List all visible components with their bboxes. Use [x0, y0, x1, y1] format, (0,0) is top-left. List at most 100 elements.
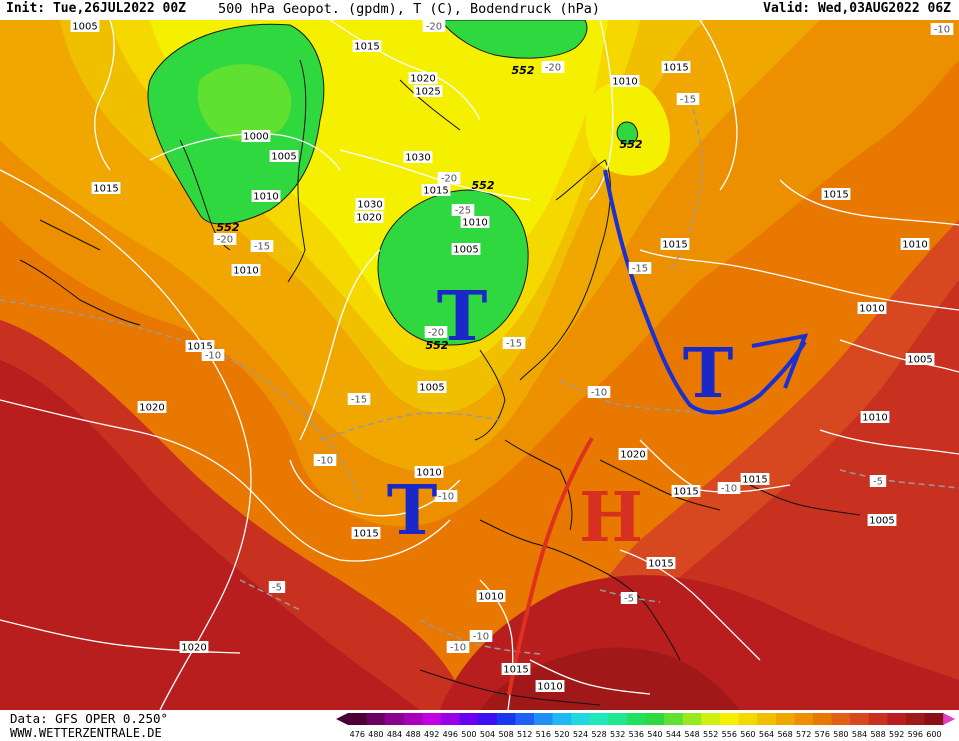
pressure-label-box: [414, 466, 444, 478]
temperature-label-box: [250, 240, 274, 252]
color-legend: 476 480 484 488 492 496 500 504 508 512 516 520 524 5…: [336, 713, 956, 739]
pressure-label-text: 1015: [423, 186, 448, 197]
pressure-label-box: [905, 353, 935, 365]
init-time: Init: Tue,26JUL2022 00Z: [6, 1, 187, 16]
ridge-line: [507, 437, 594, 696]
geopotential-label: 552: [620, 138, 643, 151]
pressure-label-box: [354, 211, 384, 223]
legend-swatch: [868, 713, 888, 725]
legend-tick-label: 560: [740, 730, 755, 739]
field-592-southwest: [0, 360, 420, 710]
pressure-label-box: [501, 663, 531, 675]
legend-arrow-left: [336, 713, 348, 725]
legend-tick-label: 544: [666, 730, 681, 739]
temperature-label: -10: [469, 630, 493, 643]
legend-swatch: [348, 713, 368, 725]
temperature-label-text: -25: [455, 206, 471, 217]
legend-swatch: [645, 713, 665, 725]
temperature-label: -10: [313, 454, 337, 467]
legend-tick-label: 496: [443, 730, 458, 739]
low-pressure-symbol: T: [437, 277, 488, 357]
temperature-label: -20: [424, 326, 448, 339]
field-540-greenland-core: [197, 64, 292, 142]
pressure-label-box: [403, 151, 433, 163]
pressure-label: 1010: [857, 302, 887, 315]
temperature-label-text: -20: [217, 235, 233, 246]
legend-swatch: [813, 713, 833, 725]
legend-swatch: [403, 713, 423, 725]
temperature-label-box: [213, 233, 237, 245]
temperature-label-text: -5: [873, 477, 883, 488]
temperature-label-box: [424, 326, 448, 338]
pressure-label-box: [740, 473, 770, 485]
temperature-label-text: -10: [934, 25, 950, 36]
legend-swatch: [850, 713, 870, 725]
legend-tick-label: 552: [703, 730, 718, 739]
legend-tick-label: 500: [461, 730, 476, 739]
pressure-label-text: 1015: [187, 342, 212, 353]
pressure-label-box: [70, 20, 100, 32]
low-pressure-symbol: T: [387, 471, 438, 551]
legend-swatch: [831, 713, 851, 725]
pressure-label-text: 1005: [869, 516, 894, 527]
legend-swatch: [627, 713, 647, 725]
legend-swatch: [608, 713, 628, 725]
pressure-label-box: [860, 411, 890, 423]
temperature-label-box: [587, 386, 611, 398]
pressure-label-box: [417, 381, 447, 393]
source-url: WWW.WETTERZENTRALE.DE: [10, 726, 162, 740]
temperature-label: -20: [422, 20, 446, 33]
map-title: 500 hPa Geopot. (gpdm), T (C), Bodendruc…: [218, 1, 601, 17]
field-548-kola: [616, 121, 639, 145]
temperature-label: -10: [587, 386, 611, 399]
pressure-label-text: 1020: [356, 213, 381, 224]
legend-swatch: [720, 713, 740, 725]
legend-swatch: [924, 713, 944, 725]
pressure-label: 1010: [251, 190, 281, 203]
legend-swatch: [496, 713, 516, 725]
geopotential-label: 552: [217, 221, 240, 234]
pressure-label: 1015: [91, 182, 121, 195]
trough-line-central-europe: [603, 169, 807, 415]
trough-line-hook: [751, 333, 809, 389]
temperature-label: -15: [502, 337, 526, 350]
legend-tick-label: 596: [908, 730, 923, 739]
legend-tick-label: 504: [480, 730, 495, 739]
pressure-label: 1010: [860, 411, 890, 424]
pressure-label: 1010: [231, 264, 261, 277]
legend-swatch: [906, 713, 926, 725]
legend-tick-label: 516: [536, 730, 551, 739]
pressure-label-box: [351, 527, 381, 539]
data-source: Data: GFS OPER 0.250°: [10, 711, 169, 726]
pressure-label-box: [408, 72, 438, 84]
temperature-label-text: -20: [545, 63, 561, 74]
pressure-label-text: 1015: [663, 63, 688, 74]
legend-swatch: [422, 713, 442, 725]
legend-tick-label: 580: [833, 730, 848, 739]
legend-tick-label: 480: [368, 730, 383, 739]
low-pressure-symbol: T: [683, 334, 734, 414]
pressure-label-box: [421, 184, 451, 196]
pressure-label-text: 1015: [742, 475, 767, 486]
legend-tick-label: 600: [926, 730, 941, 739]
temperature-label-text: -10: [721, 484, 737, 495]
legend-swatch: [552, 713, 572, 725]
legend-swatch: [459, 713, 479, 725]
header-bar: Init: Tue,26JUL2022 00Z 500 hPa Geopot. …: [0, 0, 959, 20]
pressure-label: 1015: [421, 184, 451, 197]
legend-swatch: [366, 713, 386, 725]
legend-swatch: [738, 713, 758, 725]
legend-swatch: [701, 713, 721, 725]
pressure-label: 1015: [661, 61, 691, 74]
legend-swatch: [794, 713, 814, 725]
legend-tick-label: 568: [777, 730, 792, 739]
geopotential-label: 552: [512, 64, 535, 77]
pressure-label-box: [661, 61, 691, 73]
temperature-label-box: [869, 475, 887, 487]
pressure-label-text: 1015: [823, 190, 848, 201]
legend-tick-label: 536: [629, 730, 644, 739]
pressure-label-text: 1020: [620, 450, 645, 461]
pressure-label: 1005: [451, 243, 481, 256]
pressure-label-box: [867, 514, 897, 526]
pressure-label-text: 1005: [419, 383, 444, 394]
